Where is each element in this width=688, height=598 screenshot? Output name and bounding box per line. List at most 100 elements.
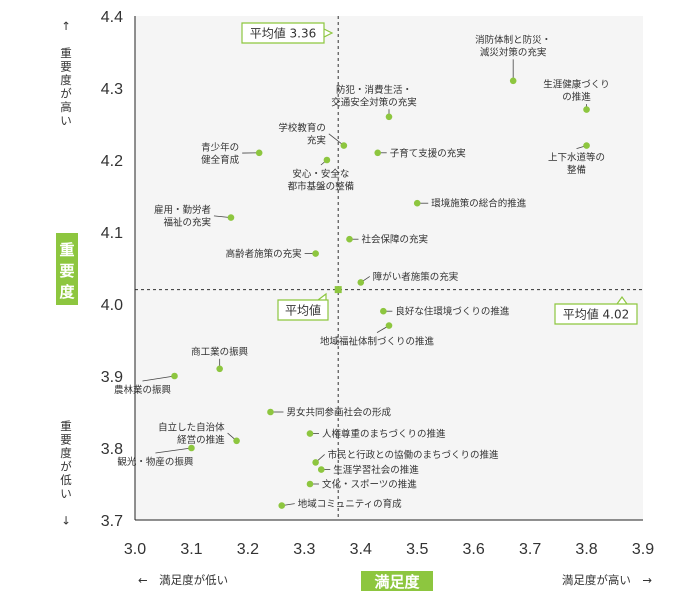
point-label: 雇用・勤労者福祉の充実 — [154, 204, 212, 229]
point-label: 観光・物産の振興 — [117, 456, 194, 468]
x-high-label: 満足度が高い → — [562, 573, 652, 587]
point-label-line: 環境施策の総合的推進 — [431, 198, 527, 210]
data-point — [413, 199, 421, 207]
x-low-label: ← 満足度が低い — [138, 573, 228, 587]
point-label: 生涯学習社会の推進 — [333, 464, 419, 476]
data-point — [346, 235, 353, 243]
x-tick-label: 3.3 — [293, 541, 315, 558]
side-label-char: ↓ — [61, 514, 71, 528]
avg-x-callout: 平均値 3.36 — [241, 22, 334, 44]
tick-labels: 3.7 3.8 3.9 4.0 4.1 4.2 4.3 4.4 3.0 3.1 3.2 3.3 3.4 3… — [101, 9, 654, 558]
data-point — [278, 502, 286, 509]
point-label: 農林業の振興 — [114, 384, 172, 396]
data-point — [171, 372, 178, 380]
side-label-char — [64, 500, 68, 514]
axes — [134, 16, 643, 521]
point-label-line: 良好な住環境づくりの推進 — [395, 306, 510, 318]
point-label: 環境施策の総合的推進 — [431, 198, 527, 210]
point-label-line: 経営の推進 — [177, 434, 225, 446]
point-label-line: 商工業の振興 — [191, 346, 249, 358]
y-tick-label: 4.3 — [101, 81, 123, 98]
point-label-line: 生涯学習社会の推進 — [333, 464, 419, 476]
point-label-line: 地域コミュニティの育成 — [298, 498, 402, 510]
point-label-line: 子育て支援の充実 — [390, 147, 467, 159]
point-label: 市民と行政との協働のまちづくりの推進 — [328, 449, 499, 461]
point-label-line: 充実 — [307, 135, 327, 147]
y-axis-title-badge — [56, 233, 78, 305]
side-label-char: 要 — [60, 433, 72, 447]
point-label: 人権尊重のまちづくりの推進 — [322, 428, 446, 440]
point-label-line: 健全育成 — [201, 154, 240, 166]
data-point — [312, 459, 319, 466]
point-label-line: 文化・スポーツの推進 — [322, 479, 417, 491]
avg-x-box — [241, 22, 334, 44]
point-label-line: 自立した自治体 — [158, 421, 225, 433]
data-point — [357, 279, 365, 286]
y-axis-title: 重要度 — [59, 241, 75, 301]
x-tick-label: 3.6 — [463, 541, 485, 558]
point-label: 消防体制と防災・減災対策の充実 — [475, 34, 551, 59]
data-point — [312, 250, 319, 257]
data-point — [583, 142, 590, 149]
x-axis-title-badge — [361, 571, 433, 591]
point-label-line: 整備 — [567, 164, 586, 176]
y-axis-title-char: 要 — [59, 262, 74, 280]
point-label: 子育て支援の充実 — [390, 147, 467, 159]
data-point — [340, 142, 348, 149]
avg-point-box — [277, 292, 329, 321]
side-label-char — [64, 33, 68, 47]
average-lines — [135, 16, 643, 520]
data-point — [509, 77, 517, 85]
x-tick-label: 3.5 — [406, 541, 428, 558]
x-tick-label: 3.7 — [519, 541, 541, 558]
point-label-line: の推進 — [562, 91, 591, 103]
y-tick-label: 3.7 — [101, 513, 123, 530]
point-label: 地域福祉体制づくりの推進 — [320, 336, 435, 348]
data-point — [267, 408, 274, 416]
side-label-char: い — [60, 114, 72, 128]
point-label: 良好な住環境づくりの推進 — [395, 306, 510, 318]
leader-line — [142, 375, 175, 382]
data-points — [171, 77, 590, 509]
y-axis-title-char: 重 — [59, 241, 74, 259]
y-axis-title-char: 度 — [59, 283, 75, 301]
point-label: 社会保障の充実 — [361, 234, 428, 246]
point-label-line: 高齢者施策の充実 — [226, 248, 303, 260]
data-point — [380, 307, 387, 315]
point-label-line: 人権尊重のまちづくりの推進 — [322, 428, 446, 440]
x-tick-label: 3.0 — [124, 541, 146, 558]
side-label-char: 低 — [60, 473, 72, 487]
data-point — [233, 437, 240, 445]
point-label-line: 都市基盤の整備 — [288, 181, 355, 193]
point-label-line: 安心・安全な — [292, 168, 349, 180]
y-tick-label: 3.9 — [101, 369, 123, 386]
avg-y-box — [554, 295, 638, 325]
point-label: 自立した自治体経営の推進 — [158, 421, 225, 446]
side-label-char: が — [60, 87, 72, 101]
point-label-line: 雇用・勤労者 — [154, 204, 211, 216]
data-point — [583, 106, 590, 113]
point-label: 商工業の振興 — [191, 346, 249, 358]
point-label-line: 上下水道等の — [548, 152, 605, 164]
point-label: 生涯健康づくりの推進 — [543, 79, 610, 104]
data-point — [216, 365, 223, 373]
point-label: 上下水道等の整備 — [548, 152, 605, 177]
point-label: 防犯・消費生活・交通安全対策の充実 — [331, 84, 417, 109]
point-label-line: 福祉の充実 — [163, 217, 211, 229]
point-label-line: 農林業の振興 — [114, 384, 172, 396]
point-label: 男女共同参画社会の形成 — [286, 407, 391, 419]
x-tick-label: 3.8 — [575, 541, 597, 558]
leader-line — [155, 447, 192, 454]
data-point — [188, 444, 195, 452]
side-label-char: が — [60, 460, 72, 474]
side-label-char: 度 — [60, 446, 72, 460]
side-label-char: 要 — [60, 60, 72, 74]
data-point — [306, 480, 314, 488]
y-tick-label: 4.4 — [101, 9, 123, 26]
avg-y-callout: 平均値 4.02 — [554, 295, 638, 325]
y-low-label: 重要度が低い ↓ — [60, 419, 72, 528]
avg-point-label: 平均値 — [285, 303, 321, 318]
point-label-line: 青少年の — [201, 141, 239, 153]
